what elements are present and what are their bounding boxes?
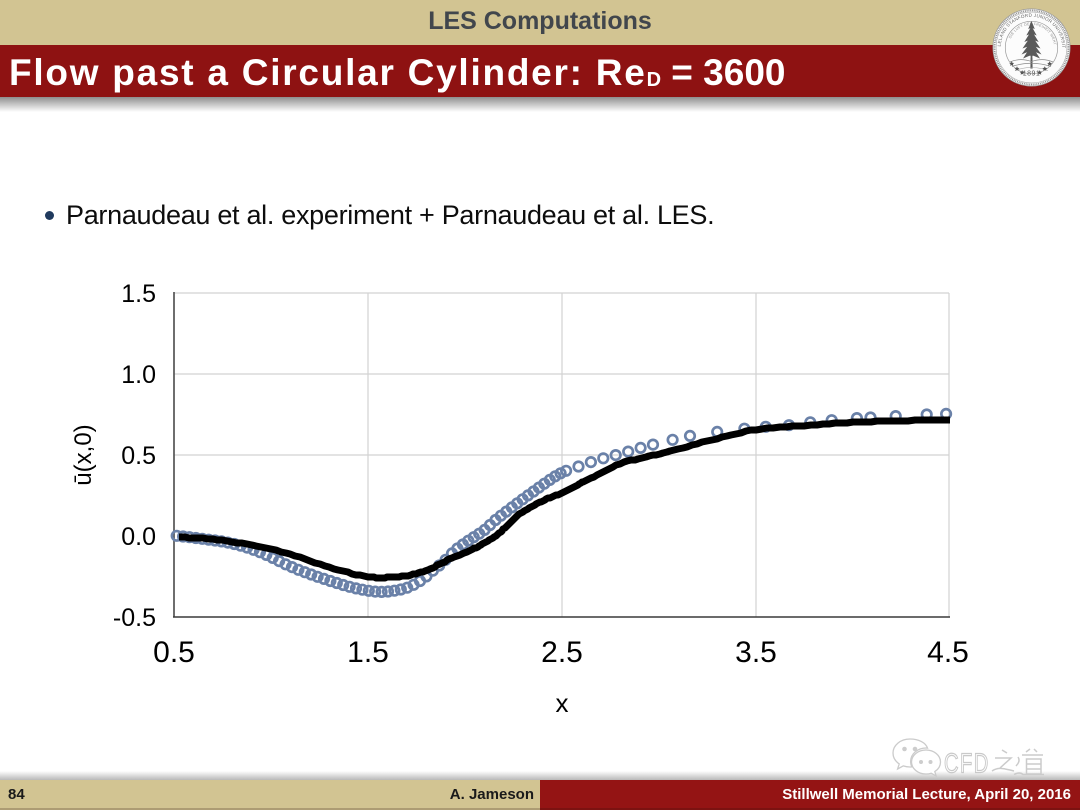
svg-text:1891: 1891 xyxy=(1023,71,1041,78)
svg-text:2.5: 2.5 xyxy=(541,636,583,669)
svg-text:3.5: 3.5 xyxy=(735,636,777,669)
svg-text:4.5: 4.5 xyxy=(927,636,969,669)
svg-text:1.5: 1.5 xyxy=(347,636,389,669)
svg-text:0.5: 0.5 xyxy=(153,636,195,669)
svg-text:x: x xyxy=(556,688,569,718)
svg-text:0.5: 0.5 xyxy=(121,442,156,470)
svg-text:ū(x,0): ū(x,0) xyxy=(70,424,97,485)
svg-text:CFD: CFD xyxy=(944,748,990,779)
svg-text:1.5: 1.5 xyxy=(121,280,156,308)
svg-text:0.0: 0.0 xyxy=(121,523,156,551)
svg-text:1.0: 1.0 xyxy=(121,361,156,389)
svg-text:-0.5: -0.5 xyxy=(113,604,156,632)
